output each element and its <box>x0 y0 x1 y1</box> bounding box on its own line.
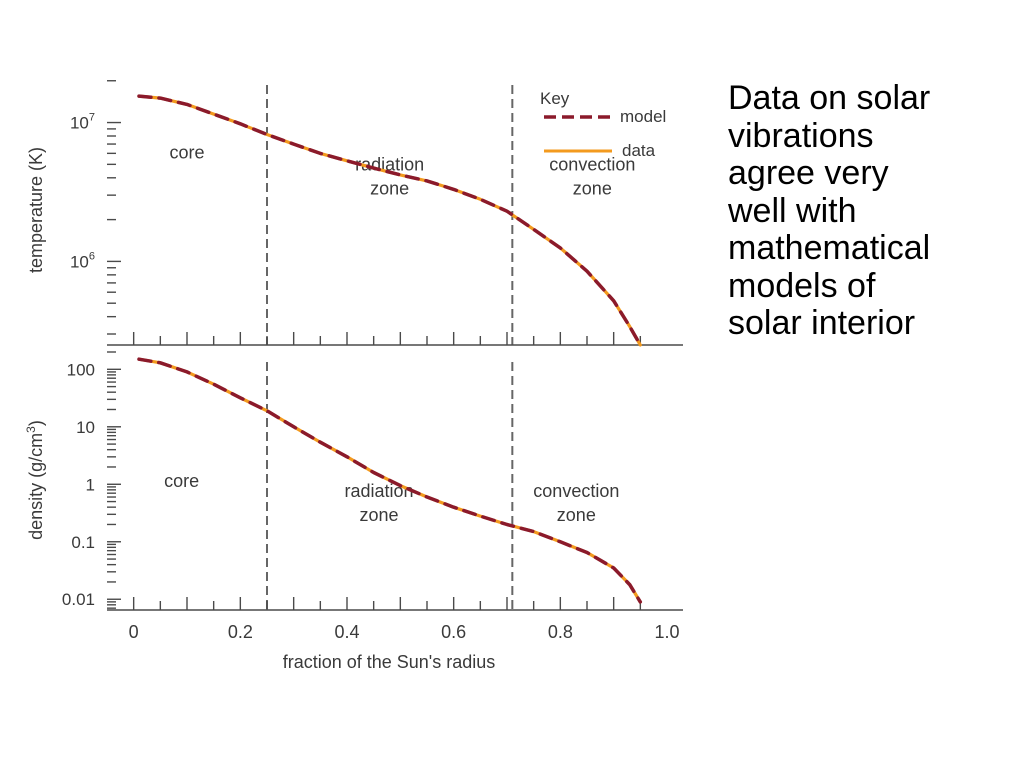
x-axis-title: fraction of the Sun's radius <box>283 652 496 672</box>
label-layer: 107106coreradiationzoneconvectionzone100… <box>24 112 680 672</box>
density-axis-title-tail: ) <box>26 420 46 426</box>
key-data-label: data <box>622 141 656 160</box>
caption-line: agree very <box>728 154 889 192</box>
temperature-data-line <box>137 94 642 347</box>
chart-key: Key model data <box>540 89 666 160</box>
solar-interior-chart: 107106coreradiationzoneconvectionzone100… <box>24 80 683 672</box>
temperature-y-tick-label: 106 <box>70 250 95 271</box>
curve-layer <box>137 94 643 604</box>
density-y-tick-label: 1 <box>86 475 95 494</box>
density-axis-title-main: density (g/cm <box>26 433 46 540</box>
density-y-tick-label: 100 <box>67 360 95 379</box>
temperature-zone-label: convection <box>549 155 635 175</box>
density-y-tick-label: 10 <box>76 418 95 437</box>
temperature-zone-label: zone <box>370 179 409 199</box>
temperature-zone-label: radiation <box>355 155 424 175</box>
density-axis-title-superscript: 3 <box>24 426 38 433</box>
caption-line: well with <box>728 191 857 230</box>
temperature-model-line <box>137 94 643 347</box>
density-zone-label: core <box>164 471 199 491</box>
x-tick-label: 0.2 <box>228 622 253 642</box>
density-axis-title: density (g/cm3) <box>24 420 46 540</box>
caption-line: Data on solar <box>728 79 931 117</box>
tick-exponent: 7 <box>89 112 95 124</box>
temperature-zone-label: zone <box>573 179 612 199</box>
density-zone-label: radiation <box>344 481 413 501</box>
density-model-line <box>137 357 643 604</box>
density-zone-label: zone <box>359 505 398 525</box>
temperature-y-tick-label: 107 <box>70 112 95 133</box>
x-tick-label: 0.6 <box>441 622 466 642</box>
temperature-zone-label: core <box>169 143 204 163</box>
tick-base: 10 <box>70 114 89 133</box>
x-tick-label: 0 <box>129 622 139 642</box>
density-y-tick-label: 0.01 <box>62 590 95 609</box>
axes-layer <box>107 80 683 611</box>
key-title: Key <box>540 89 570 108</box>
caption-line: models of <box>728 266 876 305</box>
x-tick-label: 0.8 <box>548 622 573 642</box>
caption-line: vibrations <box>728 116 874 155</box>
x-tick-label: 0.4 <box>334 622 359 642</box>
temperature-axis-title: temperature (K) <box>26 147 46 273</box>
density-zone-label: zone <box>557 505 596 525</box>
key-model-label: model <box>620 107 666 126</box>
x-tick-label: 1.0 <box>654 622 679 642</box>
tick-exponent: 6 <box>89 250 95 262</box>
caption-text: Data on solar vibrations agree very well… <box>728 79 1008 343</box>
tick-base: 10 <box>70 252 89 271</box>
density-y-tick-label: 0.1 <box>71 533 95 552</box>
density-zone-label: convection <box>533 481 619 501</box>
caption-line: mathematical <box>728 229 931 267</box>
caption-line: solar interior <box>728 304 916 342</box>
